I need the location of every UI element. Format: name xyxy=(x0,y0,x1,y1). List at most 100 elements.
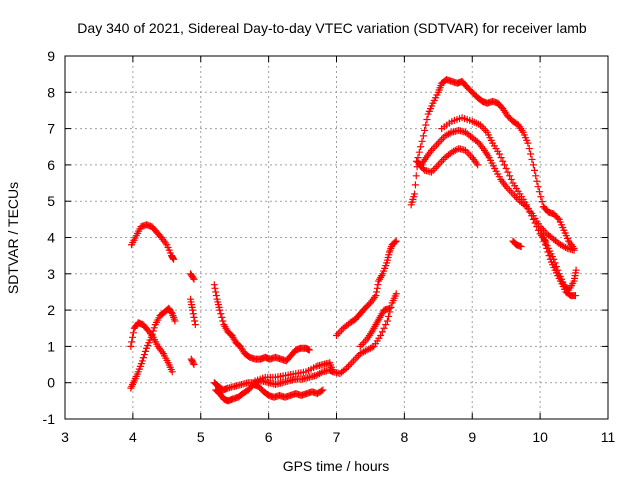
x-tick-label: 5 xyxy=(197,429,205,445)
data-point xyxy=(419,132,427,140)
y-tick-label: 2 xyxy=(47,302,55,318)
data-point xyxy=(190,361,198,369)
data-point xyxy=(368,343,376,351)
data-point xyxy=(129,333,137,341)
x-tick-label: 10 xyxy=(532,429,548,445)
y-tick-label: -1 xyxy=(43,411,56,427)
data-point xyxy=(436,137,444,145)
data-point xyxy=(148,330,156,338)
data-point xyxy=(523,201,531,209)
data-point xyxy=(411,181,419,189)
data-point xyxy=(377,332,385,340)
data-point xyxy=(360,339,368,347)
data-point xyxy=(533,177,541,185)
data-point xyxy=(436,159,444,167)
x-tick-label: 3 xyxy=(61,429,69,445)
data-point xyxy=(411,190,419,198)
y-tick-label: 3 xyxy=(47,266,55,282)
data-point xyxy=(391,238,399,246)
data-point xyxy=(429,145,437,153)
data-point xyxy=(373,284,381,292)
grid xyxy=(65,56,608,419)
data-point xyxy=(500,161,508,169)
data-point xyxy=(495,150,503,158)
data-point xyxy=(551,259,559,267)
data-point xyxy=(392,290,400,298)
data-point xyxy=(572,266,580,274)
data-point xyxy=(385,304,393,312)
data-point xyxy=(552,263,560,271)
data-point xyxy=(531,166,539,174)
data-point xyxy=(438,135,446,143)
x-tick-label: 8 xyxy=(400,429,408,445)
data-point xyxy=(378,328,386,336)
data-point xyxy=(218,313,226,321)
data-point xyxy=(524,204,532,212)
series-track-6 xyxy=(187,355,198,369)
data-point xyxy=(382,321,390,329)
data-point xyxy=(511,192,519,200)
data-point xyxy=(467,152,475,160)
chart-title: Day 340 of 2021, Sidereal Day-to-day VTE… xyxy=(77,20,587,36)
data-point xyxy=(190,275,198,283)
data-point xyxy=(504,184,512,192)
data-point xyxy=(385,312,393,320)
data-point xyxy=(538,198,546,206)
data-point xyxy=(189,274,197,282)
data-point xyxy=(474,161,482,169)
data-point xyxy=(372,292,380,300)
data-point xyxy=(499,157,507,165)
y-tick-label: 1 xyxy=(47,338,55,354)
data-marks xyxy=(127,76,580,405)
series-track-18 xyxy=(540,234,580,294)
data-point xyxy=(562,243,570,251)
data-point xyxy=(344,362,352,370)
x-tick-label: 6 xyxy=(265,429,273,445)
data-point xyxy=(338,326,346,334)
series-track-2 xyxy=(127,319,176,376)
data-point xyxy=(433,141,441,149)
data-point xyxy=(418,137,426,145)
data-point xyxy=(534,183,542,191)
series-track-13 xyxy=(407,76,578,252)
data-point xyxy=(527,150,535,158)
y-tick-label: 7 xyxy=(47,121,55,137)
data-point xyxy=(421,126,429,134)
data-point xyxy=(212,288,220,296)
y-tick-label: 0 xyxy=(47,375,55,391)
x-tick-label: 4 xyxy=(129,429,137,445)
series-track-15 xyxy=(415,145,482,176)
data-point xyxy=(305,346,313,354)
data-point xyxy=(139,354,147,362)
data-point xyxy=(374,281,382,289)
data-point xyxy=(319,386,327,394)
series-track-16 xyxy=(438,114,550,245)
data-point xyxy=(528,212,536,220)
data-point xyxy=(533,223,541,231)
data-point xyxy=(461,146,469,154)
data-point xyxy=(554,266,562,274)
series-track-11 xyxy=(333,237,400,340)
data-point xyxy=(428,168,436,176)
data-point xyxy=(526,208,534,216)
series-track-10 xyxy=(251,290,400,385)
data-point xyxy=(415,148,423,156)
data-point xyxy=(422,121,430,129)
data-point xyxy=(212,292,220,300)
data-point xyxy=(140,351,148,359)
data-point xyxy=(433,163,441,171)
data-point xyxy=(451,146,459,154)
data-point xyxy=(168,368,176,376)
y-tick-label: 9 xyxy=(47,48,55,64)
x-tick-label: 9 xyxy=(468,429,476,445)
data-point xyxy=(349,357,357,365)
y-tick-label: 5 xyxy=(47,193,55,209)
y-tick-label: 8 xyxy=(47,84,55,100)
data-point xyxy=(341,366,349,374)
data-point xyxy=(438,157,446,165)
data-point xyxy=(210,281,218,289)
data-point xyxy=(333,332,340,340)
data-point xyxy=(528,155,536,163)
data-point xyxy=(189,359,197,367)
